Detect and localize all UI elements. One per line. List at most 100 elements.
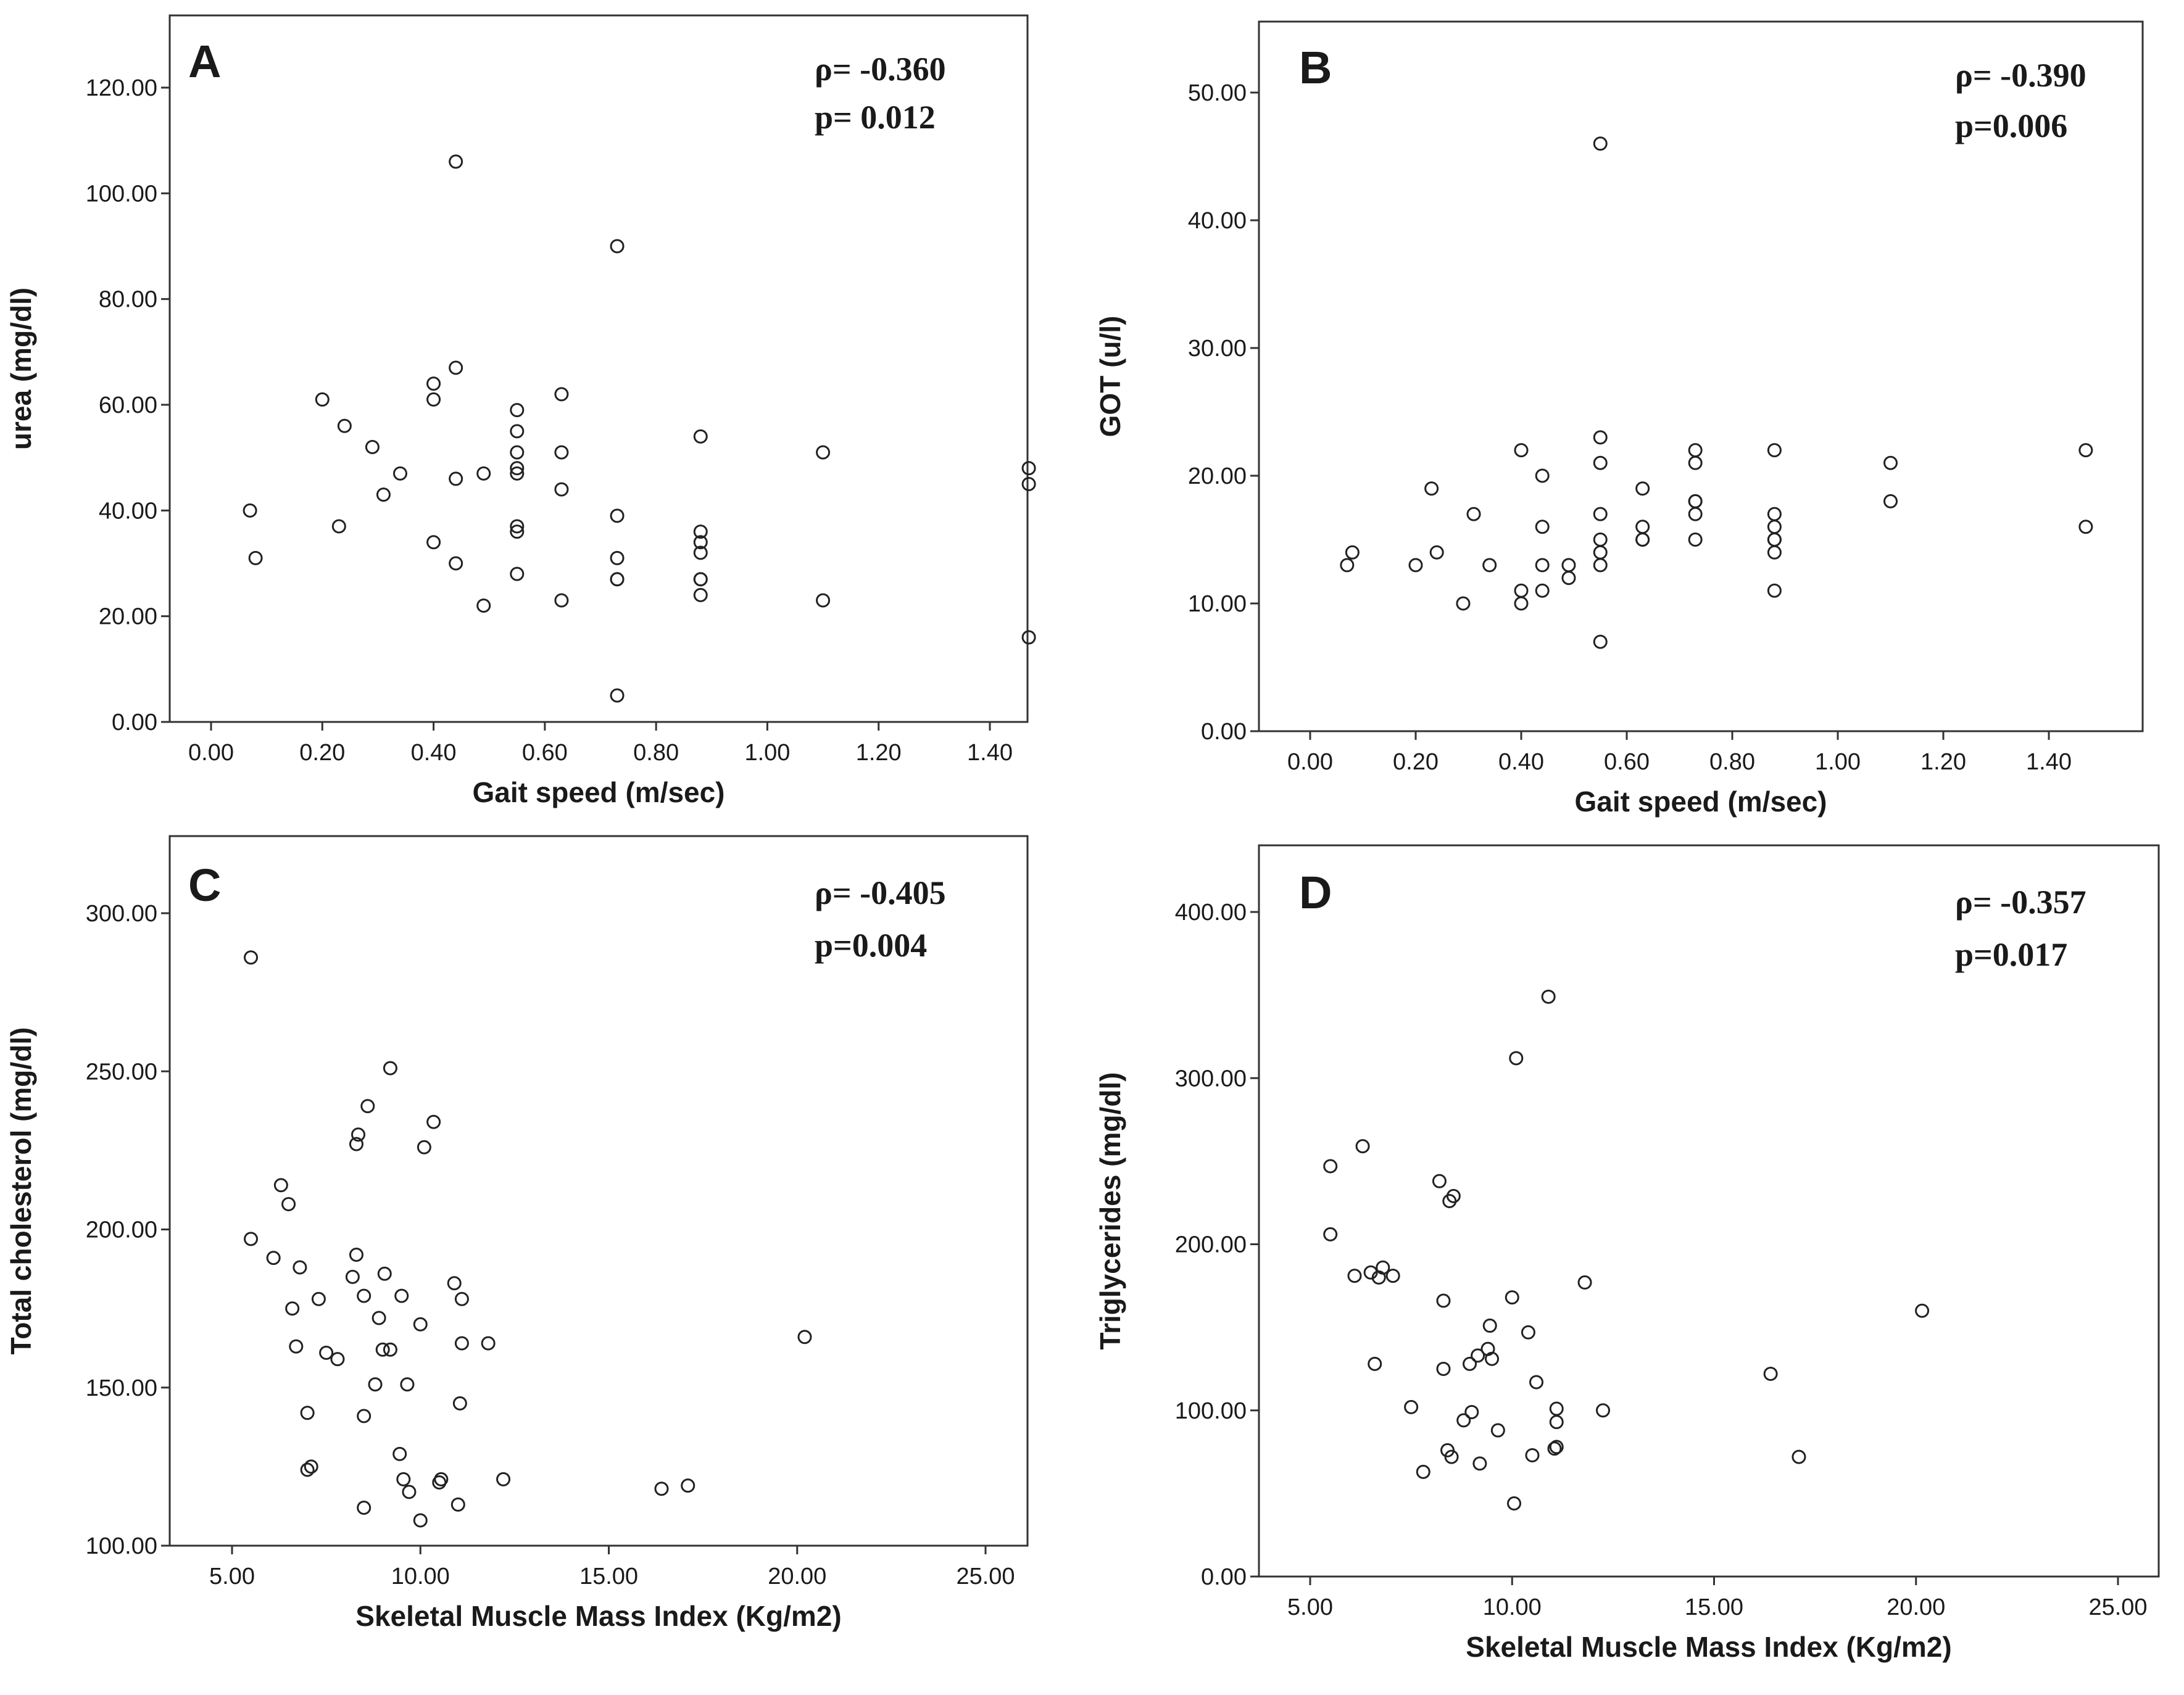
data-point (476, 599, 491, 613)
data-point (331, 519, 346, 534)
panel-b: 0.00 0.20 0.40 0.60 0.80 1.00 1.20 1.40 0.00 10.0… (1094, 20, 2144, 818)
y-tick-label: 80.00 (99, 287, 157, 313)
y-tick-label: 50.00 (1188, 80, 1247, 106)
data-point (1635, 481, 1650, 496)
data-point (654, 1482, 669, 1496)
data-point (1593, 545, 1608, 560)
data-point (266, 1251, 281, 1266)
data-point (693, 572, 708, 587)
data-point (1792, 1449, 1806, 1464)
x-tick-label: 0.80 (633, 740, 679, 766)
data-point (816, 445, 831, 460)
x-tick-label: 0.00 (188, 740, 234, 766)
panel-letter: C (188, 860, 221, 911)
x-tick-label: 1.00 (744, 740, 790, 766)
data-point (1514, 583, 1529, 598)
data-point (1547, 1441, 1562, 1456)
plot-frame (1258, 844, 2160, 1578)
data-point (693, 545, 708, 560)
data-point (449, 471, 463, 486)
data-point (426, 1114, 441, 1129)
data-point (2078, 443, 2093, 458)
data-point (383, 1061, 397, 1075)
data-point (510, 445, 525, 460)
data-point (449, 154, 463, 169)
data-point (449, 556, 463, 571)
y-axis-label: Total cholesterol (mg/dl) (5, 1027, 37, 1355)
data-point (1436, 1293, 1451, 1308)
data-point (693, 429, 708, 444)
data-point (413, 1317, 428, 1332)
data-point (1596, 1403, 1611, 1418)
data-point (1323, 1227, 1338, 1241)
x-tick-label: 25.00 (956, 1564, 1015, 1589)
data-point (396, 1472, 411, 1486)
data-point (1529, 1375, 1544, 1390)
data-point (311, 1291, 326, 1306)
data-point (1456, 1413, 1471, 1428)
data-point (1509, 1051, 1524, 1066)
data-point (1505, 1290, 1519, 1305)
x-tick-label: 0.80 (1709, 749, 1755, 775)
y-tick-label: 300.00 (86, 901, 157, 927)
data-point (1535, 558, 1550, 573)
data-point (368, 1377, 383, 1392)
y-tick-label: 400.00 (1175, 900, 1247, 926)
y-tick-label: 0.00 (112, 710, 157, 736)
data-point (510, 466, 525, 481)
data-point (1593, 507, 1608, 521)
data-point (1424, 481, 1439, 496)
data-point (365, 440, 380, 455)
y-tick-label: 0.00 (1201, 1564, 1247, 1590)
y-tick-label: 150.00 (86, 1375, 157, 1401)
data-point (357, 1409, 372, 1424)
x-tick-label: 0.20 (299, 740, 345, 766)
data-point (1521, 1325, 1535, 1340)
x-tick-label: 0.20 (1393, 749, 1439, 775)
data-point (510, 524, 525, 539)
rho-annotation: ρ= -0.390 (1955, 57, 2086, 94)
data-point (1593, 634, 1608, 649)
data-point (816, 593, 831, 608)
data-point (1490, 1423, 1505, 1438)
data-point (392, 1446, 407, 1461)
data-point (244, 1232, 259, 1246)
data-point (1688, 443, 1703, 458)
data-point (1514, 443, 1529, 458)
data-point (452, 1396, 467, 1411)
data-point (1471, 1348, 1485, 1363)
data-point (375, 1342, 390, 1357)
y-tick-label: 20.00 (99, 604, 157, 630)
p-value-annotation: p=0.017 (1955, 936, 2067, 973)
data-point (434, 1472, 449, 1486)
data-point (510, 519, 525, 534)
x-axis-label: Skeletal Muscle Mass Index (Kg/m2) (1466, 1631, 1951, 1663)
data-point (1368, 1356, 1382, 1371)
data-point (273, 1178, 288, 1193)
data-point (1549, 1401, 1564, 1416)
data-point (349, 1137, 363, 1151)
data-point (1021, 630, 1036, 645)
data-point (610, 550, 625, 565)
data-point (510, 424, 525, 439)
data-point (304, 1459, 318, 1474)
data-point (1347, 1269, 1362, 1283)
data-point (349, 1248, 363, 1262)
data-point (337, 418, 352, 433)
data-point (1767, 545, 1782, 560)
p-value-annotation: p=0.006 (1955, 107, 2067, 144)
x-tick-label: 0.40 (411, 740, 457, 766)
data-point (610, 239, 625, 254)
x-tick-label: 5.00 (1287, 1594, 1333, 1620)
x-axis-label: Gait speed (m/sec) (472, 776, 725, 808)
data-point (1635, 533, 1650, 547)
x-tick-label: 0.40 (1498, 749, 1544, 775)
x-axis-label: Skeletal Muscle Mass Index (Kg/m2) (355, 1600, 841, 1632)
data-point (1021, 477, 1036, 491)
data-point (402, 1485, 417, 1499)
data-point (243, 503, 257, 518)
data-point (1688, 507, 1703, 521)
y-tick-label: 40.00 (99, 498, 157, 524)
y-tick-label: 200.00 (1175, 1232, 1247, 1258)
